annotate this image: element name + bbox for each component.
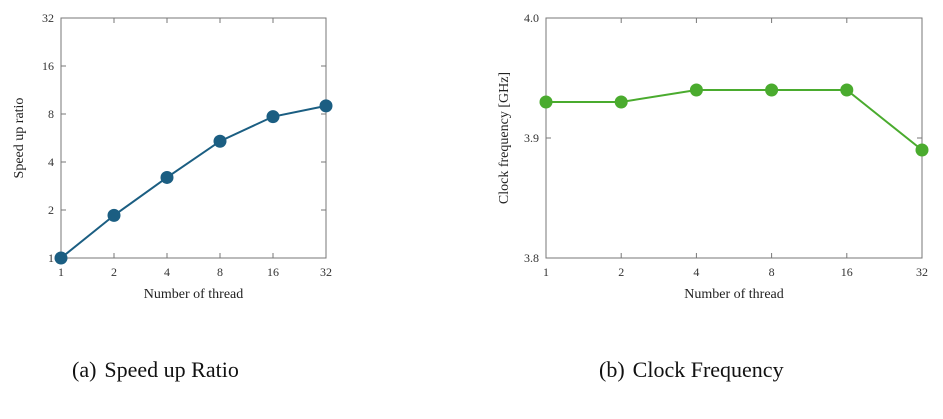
speedup-y-tick-label: 32 [42, 11, 54, 25]
clock-x-tick-label: 8 [769, 265, 775, 279]
clock-x-tick-label: 16 [841, 265, 853, 279]
clock-data-point [689, 83, 703, 97]
speedup-series-line [60, 104, 327, 259]
speedup-y-axis-label: Speed up ratio [12, 98, 27, 179]
speedup-data-point [213, 134, 227, 148]
speedup-y-tick-label: 4 [48, 155, 54, 169]
clock-x-axis-label: Number of thread [684, 287, 784, 302]
clock-x-tick-label: 32 [916, 265, 928, 279]
speedup-data-point [54, 251, 68, 265]
clock-data-point [539, 95, 553, 109]
speedup-x-tick-label: 8 [217, 265, 223, 279]
clock-y-tick-label: 3.9 [524, 131, 539, 145]
clock-x-tick-label: 1 [543, 265, 549, 279]
speedup-plot-frame [60, 17, 327, 259]
clock-y-tick-label: 3.8 [524, 251, 539, 265]
speedup-x-tick-label: 16 [267, 265, 279, 279]
speedup-x-tick-label: 2 [111, 265, 117, 279]
speedup-data-point [107, 208, 121, 222]
caption-clock: (b) Clock Frequency [599, 357, 784, 383]
caption-speedup: (a) Speed up Ratio [72, 357, 239, 383]
speedup-data-point [266, 110, 280, 124]
clock-plot-frame [545, 17, 923, 259]
caption-speedup-text: Speed up Ratio [104, 357, 239, 382]
speedup-data-point [319, 99, 333, 113]
speedup-x-tick-label: 1 [58, 265, 64, 279]
caption-clock-tag: (b) [599, 357, 625, 382]
caption-clock-text: Clock Frequency [632, 357, 784, 382]
speedup-y-tick-label: 2 [48, 203, 54, 217]
speedup-x-tick-label: 32 [320, 265, 332, 279]
speedup-y-tick-label: 8 [48, 107, 54, 121]
clock-data-point [765, 83, 779, 97]
clock-y-axis-label: Clock frequency [GHz] [497, 72, 512, 204]
speedup-x-tick-label: 4 [164, 265, 170, 279]
clock-x-tick-label: 4 [693, 265, 699, 279]
clock-data-point [614, 95, 628, 109]
clock-x-tick-label: 2 [618, 265, 624, 279]
clock-y-tick-label: 4.0 [524, 11, 539, 25]
clock-data-point [915, 143, 929, 157]
caption-speedup-tag: (a) [72, 357, 97, 382]
clock-data-point [840, 83, 854, 97]
speedup-data-point [160, 170, 174, 184]
speedup-y-tick-label: 1 [48, 251, 54, 265]
clock-series-line [546, 89, 923, 151]
speedup-y-tick-label: 16 [42, 59, 54, 73]
speedup-x-axis-label: Number of thread [144, 287, 244, 302]
